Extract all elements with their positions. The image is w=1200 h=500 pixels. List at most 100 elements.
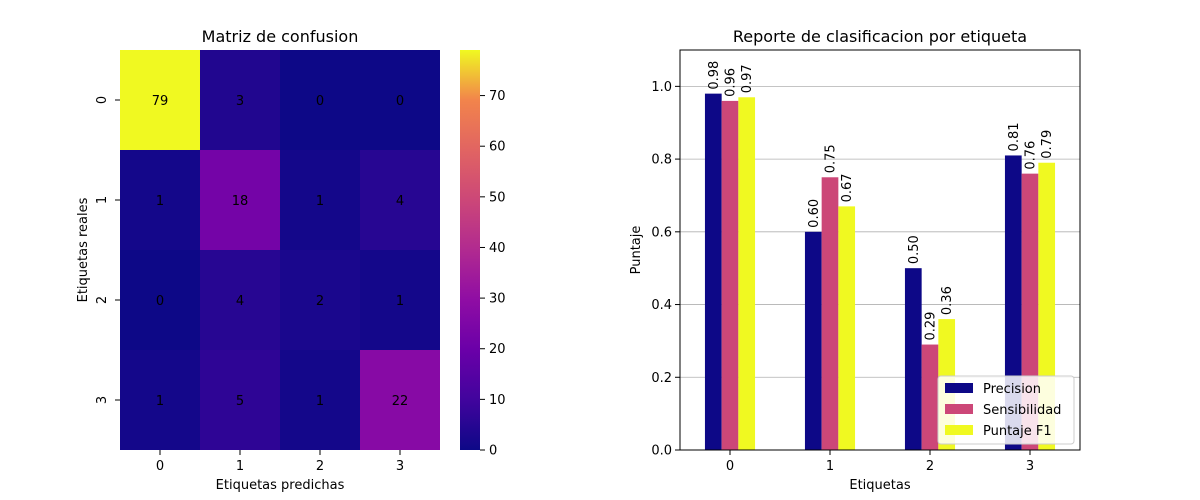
heatmap-y-tick-label: 0 [95,96,110,104]
classification-report-chart: Reporte de clasificacion por etiqueta 0.… [629,27,1081,493]
heatmap-cells: 79 3 0 0 1 18 1 4 0 4 2 1 1 5 1 22 [120,50,440,450]
heatmap-cell [280,150,360,250]
barchart-axes: 0.0 0.2 0.4 0.6 0.8 1.0 0 1 2 3 [651,80,1034,474]
barchart-title: Reporte de clasificacion por etiqueta [733,27,1027,46]
barchart-y-tick-label: 0.0 [651,444,672,459]
heatmap-cell [360,350,440,450]
heatmap-cell-label: 2 [316,294,324,309]
bar [838,206,856,450]
heatmap-cell [120,250,200,350]
heatmap-x-tick-label: 1 [236,459,244,474]
heatmap-cell-label: 1 [156,194,164,209]
heatmap-cell [200,50,280,150]
colorbar-tick-label: 10 [489,393,506,408]
bar-data-label: 0.50 [907,235,922,264]
heatmap-cell-label: 0 [156,294,164,309]
bar-data-label: 0.98 [707,61,722,90]
bar [704,93,722,451]
heatmap-cell [120,50,200,150]
heatmap-xlabel: Etiquetas predichas [216,478,345,493]
heatmap-x-tick-label: 3 [396,459,404,474]
barchart-x-tick-label: 0 [726,459,734,474]
heatmap-y-tick-label: 1 [95,196,110,204]
colorbar: 0 10 20 30 40 50 60 70 [460,50,506,459]
bar [904,268,922,450]
legend-entry: Sensibilidad [983,403,1061,418]
heatmap-cell [280,250,360,350]
barchart-y-tick-label: 0.2 [651,371,672,386]
heatmap-cell [200,350,280,450]
bar-data-label: 0.36 [940,286,955,315]
colorbar-tick-label: 20 [489,342,506,357]
barchart-y-tick-label: 1.0 [651,80,672,95]
legend-swatch [945,425,973,435]
heatmap-cell [200,150,280,250]
barchart-ylabel: Puntaje [629,226,644,275]
bar-data-label: 0.79 [1040,130,1055,159]
bar-data-label: 0.96 [724,68,739,97]
barchart-xlabel: Etiquetas [849,478,910,493]
heatmap-cell-label: 5 [236,394,244,409]
heatmap-cell [360,50,440,150]
bar-data-label: 0.97 [740,64,755,93]
colorbar-tick-label: 70 [489,89,506,104]
bar [921,344,939,450]
legend-swatch [945,404,973,414]
colorbar-tick-label: 60 [489,140,506,155]
legend-entry: Precision [983,382,1041,397]
heatmap-y-tick-label: 3 [95,396,110,404]
bar-data-label: 0.75 [824,144,839,173]
heatmap-cell [280,50,360,150]
heatmap-cell [120,350,200,450]
bar-data-label: 0.60 [807,199,822,228]
heatmap-cell-label: 22 [392,394,409,409]
bar [738,97,756,450]
heatmap-cell-label: 1 [396,294,404,309]
bar-data-label: 0.29 [924,312,939,341]
bar [821,177,839,451]
bar [721,100,739,450]
barchart-y-tick-label: 0.4 [651,298,672,313]
heatmap-ticks: 0 1 2 3 0 1 2 3 [95,96,404,474]
heatmap-cell [280,350,360,450]
barchart-x-tick-label: 3 [1026,459,1034,474]
heatmap-x-tick-label: 0 [156,459,164,474]
colorbar-tick-label: 40 [489,241,506,256]
heatmap-cell-label: 0 [396,94,404,109]
colorbar-tick-label: 0 [489,444,497,459]
barchart-y-tick-label: 0.8 [651,153,672,168]
heatmap-cell-label: 79 [152,94,169,109]
colorbar-tick-label: 50 [489,190,506,205]
heatmap-cell [360,150,440,250]
bar-data-label: 0.67 [840,173,855,202]
heatmap-y-tick-label: 2 [95,296,110,304]
bar-data-label: 0.76 [1024,141,1039,170]
heatmap-cell [200,250,280,350]
heatmap-cell-label: 3 [236,94,244,109]
heatmap-cell-label: 1 [316,394,324,409]
legend-swatch [945,383,973,393]
barchart-x-tick-label: 2 [926,459,934,474]
colorbar-tick-label: 30 [489,292,506,307]
colorbar-ticks: 0 10 20 30 40 50 60 70 [480,89,506,459]
colorbar-gradient [460,50,480,450]
heatmap-cell-label: 1 [316,194,324,209]
heatmap-x-tick-label: 2 [316,459,324,474]
confusion-matrix: Matriz de confusion 79 3 0 01 18 1 40 4 2 11 5 1 22 … [76,27,440,493]
heatmap-cell-label: 1 [156,394,164,409]
heatmap-cell-label: 4 [236,294,244,309]
heatmap-cell-label: 0 [316,94,324,109]
barchart-x-tick-label: 1 [826,459,834,474]
heatmap-cell-label: 4 [396,194,404,209]
legend: Precision Sensibilidad Puntaje F1 [937,375,1075,445]
bar-data-label: 0.81 [1007,123,1022,152]
legend-entry: Puntaje F1 [983,424,1052,439]
barchart-y-tick-label: 0.6 [651,225,672,240]
heatmap-cell [120,150,200,250]
bar [804,231,822,450]
heatmap-ylabel: Etiquetas reales [76,197,91,302]
heatmap-cell [360,250,440,350]
heatmap-title: Matriz de confusion [202,27,359,46]
heatmap-cell-label: 18 [232,194,249,209]
